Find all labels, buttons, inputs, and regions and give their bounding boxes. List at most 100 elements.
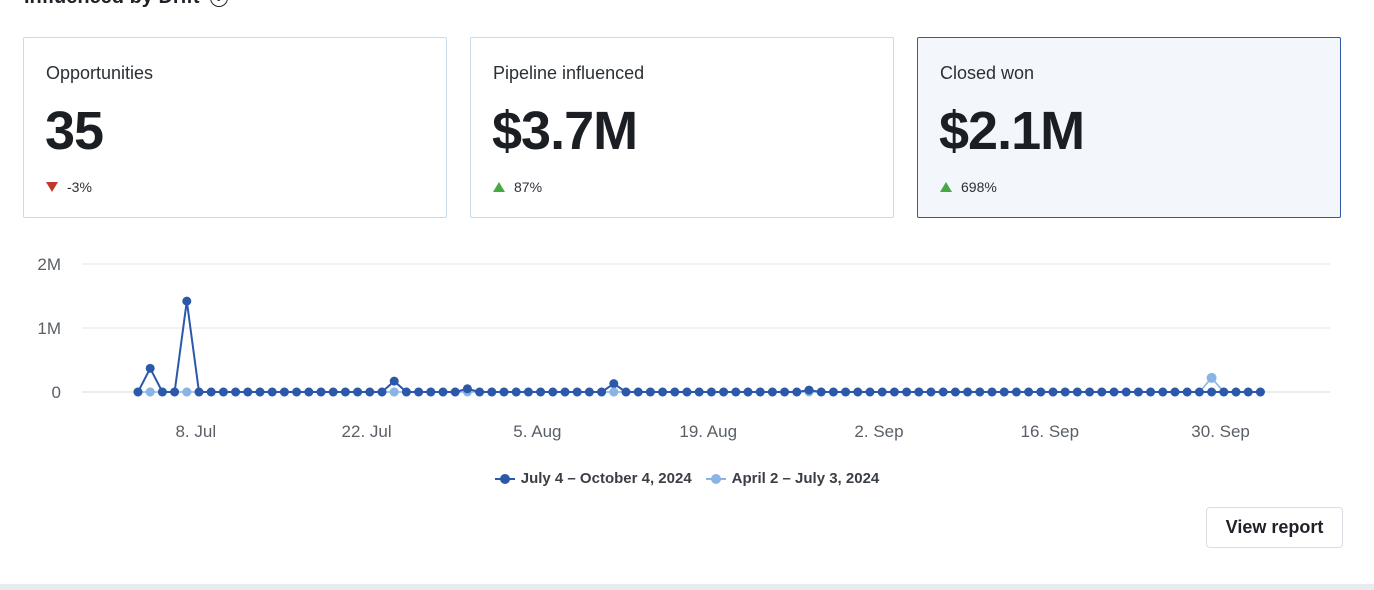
- data-point-current: [536, 387, 546, 397]
- data-point-current: [755, 387, 765, 397]
- data-point-current: [1024, 387, 1034, 397]
- data-point-current: [243, 387, 253, 397]
- card-opportunities[interactable]: Opportunities 35 -3%: [23, 37, 447, 218]
- trend-up-icon: [940, 182, 952, 192]
- data-point-current: [963, 387, 973, 397]
- data-point-current: [511, 387, 521, 397]
- data-point-current: [328, 387, 338, 397]
- card-closed-won[interactable]: Closed won $2.1M 698%: [917, 37, 1341, 218]
- data-point-current: [1097, 387, 1107, 397]
- data-point-current: [853, 387, 863, 397]
- data-point-current: [804, 385, 814, 395]
- data-point-previous: [389, 387, 399, 397]
- card-value: $2.1M: [939, 101, 1085, 161]
- data-point-current: [828, 387, 838, 397]
- data-point-current: [304, 387, 314, 397]
- data-point-current: [1060, 387, 1070, 397]
- data-point-current: [1085, 387, 1095, 397]
- data-point-current: [877, 387, 887, 397]
- data-point-current: [1109, 387, 1119, 397]
- bottom-divider: [0, 584, 1374, 590]
- data-point-current: [584, 387, 594, 397]
- data-point-previous: [609, 387, 619, 397]
- trend-down-icon: [46, 182, 58, 192]
- data-point-current: [572, 387, 582, 397]
- data-point-current: [1243, 387, 1253, 397]
- info-icon[interactable]: i: [209, 0, 228, 7]
- data-point-current: [401, 387, 411, 397]
- trend-up-icon: [493, 182, 505, 192]
- data-point-previous: [1206, 372, 1217, 383]
- legend-current-swatch-icon: [494, 473, 515, 485]
- data-point-current: [365, 387, 375, 397]
- data-point-current: [731, 387, 741, 397]
- data-point-current: [658, 387, 668, 397]
- data-point-current: [523, 387, 533, 397]
- data-point-current: [902, 387, 912, 397]
- data-point-current: [157, 387, 167, 397]
- data-point-current: [316, 387, 326, 397]
- data-point-current: [597, 387, 607, 397]
- data-point-current: [1194, 387, 1204, 397]
- data-point-current: [938, 387, 948, 397]
- data-point-current: [340, 387, 350, 397]
- card-pipeline-influenced[interactable]: Pipeline influenced $3.7M 87%: [470, 37, 894, 218]
- y-tick-label: 0: [52, 383, 61, 402]
- data-point-current: [816, 387, 826, 397]
- card-delta-text: 698%: [961, 179, 997, 195]
- data-point-current: [914, 387, 924, 397]
- legend-current-label: July 4 – October 4, 2024: [520, 470, 692, 487]
- legend-item-previous[interactable]: April 2 – July 3, 2024: [705, 470, 879, 487]
- data-point-current: [389, 376, 399, 386]
- data-point-current: [1170, 387, 1180, 397]
- data-point-current: [1255, 387, 1265, 397]
- legend-item-current[interactable]: July 4 – October 4, 2024: [494, 470, 692, 487]
- view-report-button[interactable]: View report: [1206, 507, 1343, 548]
- data-point-current: [292, 387, 302, 397]
- data-point-current: [560, 387, 570, 397]
- data-point-current: [633, 387, 643, 397]
- data-point-current: [353, 387, 363, 397]
- data-point-current: [694, 387, 704, 397]
- data-point-current: [267, 387, 277, 397]
- data-point-previous: [182, 387, 192, 397]
- data-point-current: [865, 387, 875, 397]
- data-point-current: [1158, 387, 1168, 397]
- data-point-current: [1231, 387, 1241, 397]
- y-tick-label: 2M: [37, 255, 61, 274]
- data-point-current: [743, 387, 753, 397]
- data-point-current: [841, 387, 851, 397]
- card-label: Closed won: [940, 63, 1035, 83]
- card-delta-text: -3%: [67, 179, 92, 195]
- data-point-current: [987, 387, 997, 397]
- data-point-current: [1121, 387, 1131, 397]
- card-value: $3.7M: [492, 101, 638, 161]
- data-point-current: [926, 387, 936, 397]
- x-tick-label: 19. Aug: [679, 422, 737, 441]
- data-point-current: [719, 387, 729, 397]
- data-point-current: [792, 387, 802, 397]
- y-tick-label: 1M: [37, 319, 61, 338]
- data-point-current: [231, 387, 241, 397]
- data-point-current: [706, 387, 716, 397]
- data-point-current: [999, 387, 1009, 397]
- card-value: 35: [45, 101, 104, 161]
- data-point-current: [1036, 387, 1046, 397]
- data-point-current: [218, 387, 228, 397]
- data-point-previous: [145, 387, 155, 397]
- data-point-current: [450, 387, 460, 397]
- data-point-current: [487, 387, 497, 397]
- data-point-current: [609, 379, 619, 389]
- data-point-current: [182, 296, 192, 306]
- card-label: Opportunities: [46, 63, 154, 83]
- data-point-current: [462, 384, 472, 394]
- data-point-current: [645, 387, 655, 397]
- data-point-current: [170, 387, 180, 397]
- data-point-current: [438, 387, 448, 397]
- data-point-current: [499, 387, 509, 397]
- data-point-current: [414, 387, 424, 397]
- data-point-current: [548, 387, 558, 397]
- data-point-current: [975, 387, 985, 397]
- x-tick-label: 30. Sep: [1191, 422, 1250, 441]
